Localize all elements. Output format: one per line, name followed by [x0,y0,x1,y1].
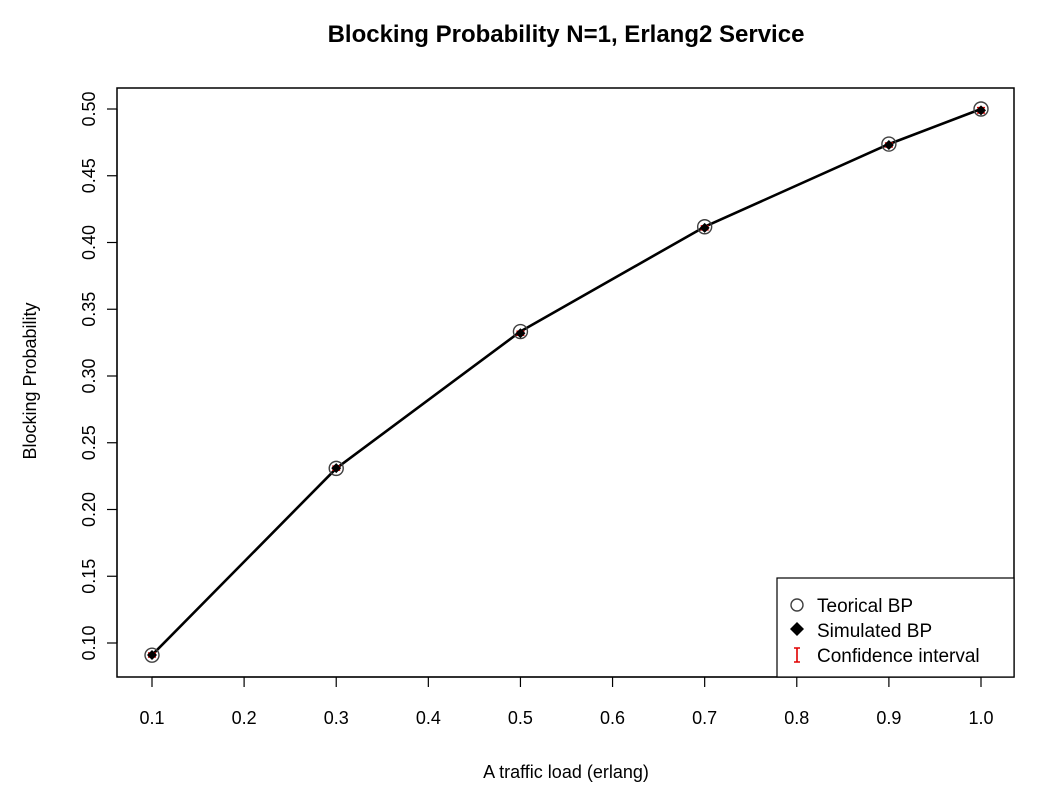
legend-label-simulated: Simulated BP [817,621,932,642]
y-tick-label: 0.15 [79,559,99,594]
y-axis-title: Blocking Probability [20,302,40,459]
legend-circle-icon [790,598,804,612]
legend-error-bar-icon [794,647,800,663]
simulated-point [147,650,157,661]
x-tick-label: 1.0 [968,708,993,728]
y-axis: 0.10 0.15 0.20 0.25 0.30 0.35 0.40 0.45 0.50 [79,91,118,661]
legend-diamond-icon [790,622,804,636]
series-line-theoretical [151,107,982,657]
simulated-point [699,222,710,233]
legend-label-confidence: Confidence interval [817,646,980,667]
chart-title: Blocking Probability N=1, Erlang2 Servic… [328,21,805,48]
x-tick-label: 0.9 [876,708,901,728]
theoretical-curve [151,107,982,657]
y-tick-label: 0.50 [79,91,99,126]
legend-label-theoretical: Teorical BP [817,596,913,617]
y-tick-label: 0.45 [79,158,99,193]
y-tick-label: 0.20 [79,492,99,527]
y-tick-label: 0.10 [79,625,99,660]
x-tick-label: 0.7 [692,708,717,728]
x-tick-label: 0.5 [508,708,533,728]
theoretical-point [696,219,713,235]
theoretical-point [512,323,529,340]
theoretical-point [973,101,989,117]
x-tick-label: 0.1 [139,708,164,728]
simulated-point [976,105,986,116]
x-axis-title: A traffic load (erlang) [483,762,649,782]
legend: Teorical BP Simulated BP Confidence inte… [776,577,1015,678]
y-tick-label: 0.35 [79,292,99,327]
x-tick-label: 0.2 [232,708,257,728]
x-tick-label: 0.8 [784,708,809,728]
legend-box [776,577,1015,678]
theoretical-point [144,647,160,663]
data-markers [144,101,989,663]
x-tick-label: 0.6 [600,708,625,728]
y-tick-label: 0.25 [79,425,99,460]
theoretical-point [881,136,897,152]
y-tick-label: 0.40 [79,225,99,260]
x-axis: 0.1 0.2 0.3 0.4 0.5 0.6 0.7 0.8 0.9 1.0 [139,676,994,728]
theoretical-point [328,460,344,477]
simulated-point [515,328,526,339]
simulated-point [883,140,894,151]
y-tick-label: 0.30 [79,358,99,393]
simulated-point [331,463,342,474]
x-tick-label: 0.3 [324,708,349,728]
x-tick-label: 0.4 [416,708,441,728]
